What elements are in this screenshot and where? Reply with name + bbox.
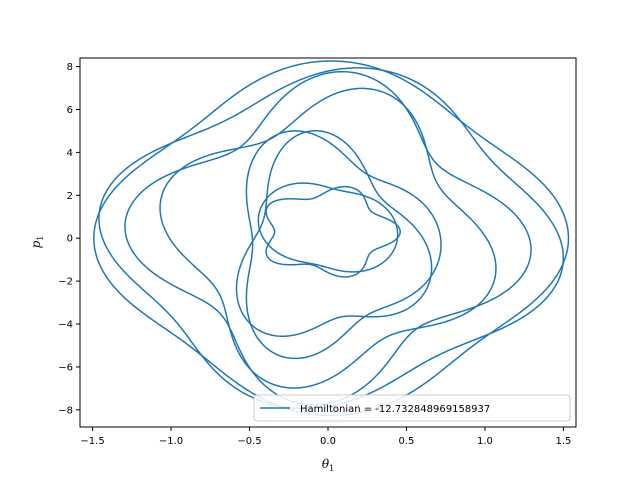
y-tick-label: −6 [58, 362, 73, 373]
y-tick-label: 2 [67, 191, 73, 202]
y-tick-label: 8 [67, 62, 73, 73]
x-tick-label: 1.0 [477, 436, 493, 447]
y-tick-label: −8 [58, 405, 73, 416]
y-axis-label: p1 [29, 236, 45, 249]
x-axis: −1.5 −1.0 −0.5 0.0 0.5 1.0 1.5 [80, 427, 571, 447]
series-line [265, 185, 401, 278]
plot-frame [79, 57, 577, 428]
series-line [124, 70, 532, 406]
y-tick-label: 0 [67, 234, 73, 245]
y-tick-label: 6 [67, 105, 73, 116]
x-tick-label: −1.0 [159, 436, 183, 447]
series-line [159, 87, 497, 389]
series-line [257, 182, 399, 273]
y-axis: −8 −6 −4 −2 0 2 4 6 8 [58, 62, 80, 416]
legend-box [253, 394, 571, 422]
series-line [245, 130, 442, 360]
series-hamiltonian-curves [93, 60, 570, 417]
y-tick-label: −4 [58, 320, 73, 331]
series-line [235, 130, 433, 337]
legend: Hamiltonian = -12.732848969158937 [253, 394, 571, 422]
x-tick-label: 0.0 [320, 436, 336, 447]
x-tick-label: 0.5 [399, 436, 415, 447]
x-tick-label: 1.5 [555, 436, 571, 447]
x-tick-label: −0.5 [237, 436, 261, 447]
x-tick-label: −1.5 [80, 436, 104, 447]
series-line [98, 67, 565, 410]
y-tick-label: −2 [58, 277, 73, 288]
legend-entry: Hamiltonian = -12.732848969158937 [300, 404, 490, 415]
y-tick-label: 4 [67, 148, 73, 159]
series-line [93, 60, 570, 417]
x-axis-label: θ1 [322, 457, 334, 473]
